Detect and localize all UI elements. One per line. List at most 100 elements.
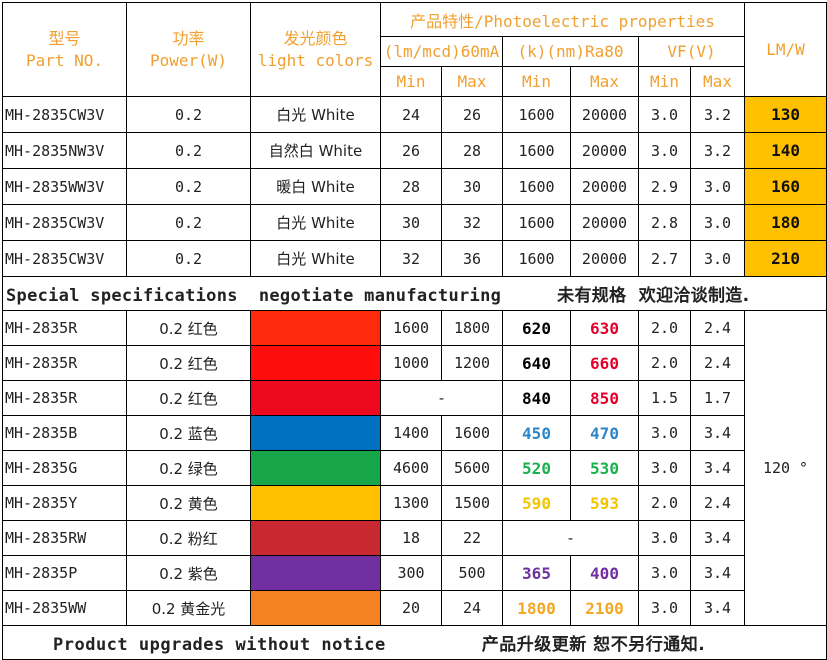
wavelength-max: 400 [570,555,639,591]
lm-min: 20 [380,590,442,626]
header-vf-min: Min [638,66,691,97]
header-power-en: Power(W) [149,50,228,70]
k-max: 20000 [570,240,639,277]
lm-min: 1000 [380,345,442,381]
power-color: 0.2 黄色 [126,485,251,521]
lm-min: 1400 [380,415,442,451]
lmw-value: 180 [744,204,827,241]
vf-max: 3.2 [689,96,746,133]
k-max: 20000 [570,96,639,133]
header-light-color: 发光颜色 light colors [250,2,381,97]
k-min: 1600 [502,240,571,277]
color-led-row: MH-2835R 0.2 红色 -840 850 1.5 1.7 [2,380,827,416]
lm-min: 32 [380,240,442,277]
lm-max: 32 [441,204,503,241]
header-k-max: Max [570,66,639,97]
part-number: MH-2835Y [2,485,127,521]
k-min: 1600 [502,96,571,133]
light-color: 暖白 White [250,168,381,205]
special-spec-banner: Special specifications negotiate manufac… [1,276,827,311]
lm-max: 1600 [441,415,503,451]
lm-min: 24 [380,96,442,133]
wavelength-max: 470 [570,415,639,451]
wavelength-max: 593 [570,485,639,521]
wavelength-max: 850 [570,380,639,416]
k-min: 1600 [502,132,571,169]
part-number: MH-2835R [2,380,127,416]
power-value: 0.2 [126,132,251,169]
color-led-row: MH-2835B 0.2 蓝色 1400 1600 450 470 3.0 3.4 [2,415,827,451]
power-value: 0.2 [126,240,251,277]
vf-min: 1.5 [638,380,691,416]
lm-max: 1200 [441,345,503,381]
header-model-en: Part NO. [25,50,104,70]
vf-min: 2.0 [638,345,691,381]
footer-notice-row: Product upgrades without notice 产品升级更新 恕不… [1,625,827,660]
color-led-row: MH-2835Y 0.2 黄色 1300 1500 590 593 2.0 2.4 [2,485,827,521]
vf-max: 3.4 [689,415,746,451]
part-number: MH-2835CW3V [2,240,127,277]
header-vf-max: Max [689,66,746,97]
lm-min: 26 [380,132,442,169]
header-k-min: Min [502,66,571,97]
vf-max: 3.2 [689,132,746,169]
lmw-value: 210 [744,240,827,277]
power-color: 0.2 红色 [126,380,251,416]
k-max: 20000 [570,204,639,241]
color-led-row: MH-2835R 0.2 红色 1600 1800 620 630 2.0 2.4 120 ° [2,310,827,626]
header-lmw: LM/W [744,2,827,97]
lm-min: 1600 [380,310,442,346]
footer-notice: Product upgrades without notice 产品升级更新 恕不… [1,625,827,660]
lmw-value: 140 [744,132,827,169]
part-number: MH-2835CW3V [2,204,127,241]
lm-max: 1500 [441,485,503,521]
vf-max: 3.0 [689,204,746,241]
part-number: MH-2835R [2,310,127,346]
wavelength-empty: - [502,520,639,556]
color-swatch [250,380,381,416]
lm-max: 5600 [441,450,503,486]
header-k-group: (k)(nm)Ra80 [502,36,639,67]
vf-min: 3.0 [638,520,691,556]
wavelength-min: 590 [502,485,571,521]
vf-max: 3.4 [689,555,746,591]
color-led-row: MH-2835P 0.2 紫色 300 500 365 400 3.0 3.4 [2,555,827,591]
k-min: 1600 [502,204,571,241]
lm-max: 26 [441,96,503,133]
part-number: MH-2835NW3V [2,132,127,169]
vf-max: 1.7 [689,380,746,416]
vf-min: 2.0 [638,485,691,521]
vf-max: 3.0 [689,240,746,277]
vf-min: 3.0 [638,555,691,591]
k-min: 1600 [502,168,571,205]
vf-max: 3.0 [689,168,746,205]
vf-max: 3.4 [689,450,746,486]
vf-max: 3.4 [689,520,746,556]
white-led-row: MH-2835CW3V 0.2 白光 White 30 32 1600 20000 2.8 3.… [2,204,827,241]
vf-max: 3.4 [689,590,746,626]
special-spec-en: Special specifications negotiate manufac… [6,286,502,306]
lmw-value: 160 [744,168,827,205]
wavelength-min: 620 [502,310,571,346]
footer-notice-cn: 产品升级更新 恕不另行通知. [481,635,706,655]
white-led-row: MH-2835CW3V 0.2 白光 White 24 26 1600 20000 3.0 3.… [2,96,827,133]
lm-max: 500 [441,555,503,591]
lm-max: 30 [441,168,503,205]
header-power-cn: 功率 [172,28,205,48]
header-lm-min: Min [380,66,442,97]
lm-max: 28 [441,132,503,169]
header-model: 型号 Part NO. [2,2,127,97]
light-color: 白光 White [250,96,381,133]
power-color: 0.2 黄金光 [126,590,251,626]
wavelength-max: 660 [570,345,639,381]
k-max: 20000 [570,132,639,169]
color-led-row: MH-2835RW 0.2 粉红 18 22-3.0 3.4 [2,520,827,556]
color-swatch [250,345,381,381]
header-lm-max: Max [441,66,503,97]
lm-min: 300 [380,555,442,591]
lm-max: 24 [441,590,503,626]
wavelength-min: 640 [502,345,571,381]
header-color-cn: 发光颜色 [283,28,348,48]
part-number: MH-2835WW3V [2,168,127,205]
vf-min: 3.0 [638,415,691,451]
